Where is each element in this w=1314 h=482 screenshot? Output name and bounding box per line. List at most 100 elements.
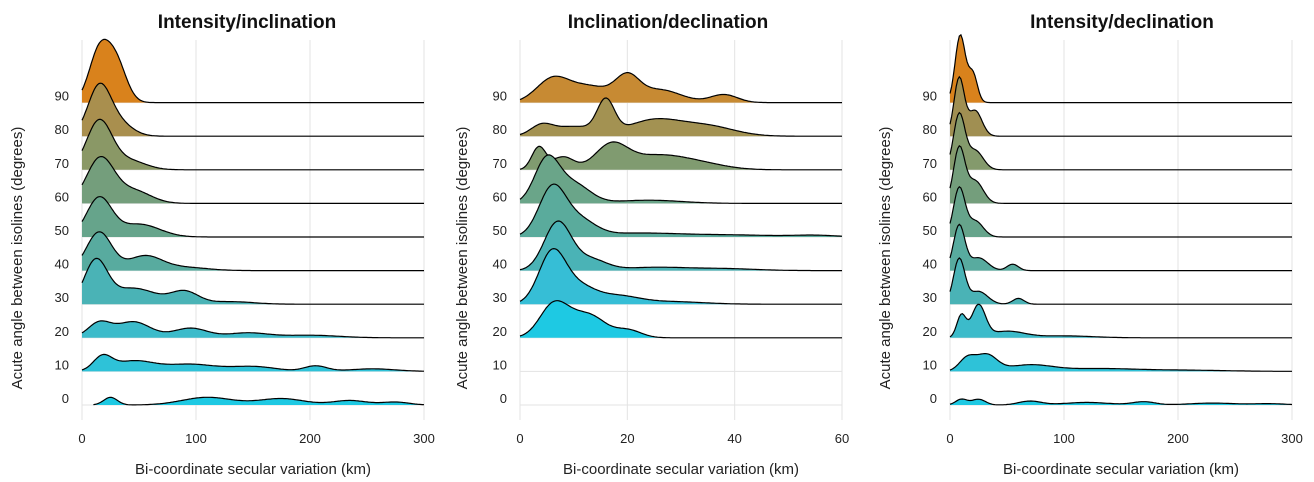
ridge-line-70 bbox=[949, 111, 1292, 171]
y-tick-label: 80 bbox=[923, 122, 937, 137]
y-tick-label: 30 bbox=[923, 290, 937, 305]
ridge-line-50 bbox=[519, 183, 843, 237]
y-tick-label: 60 bbox=[923, 189, 937, 204]
ridge-line-90 bbox=[81, 38, 424, 104]
ridge-line-60 bbox=[949, 144, 1292, 204]
x-tick-label: 0 bbox=[516, 431, 523, 446]
ridge-area-20 bbox=[520, 300, 842, 338]
ridge-line-60 bbox=[519, 154, 842, 204]
ridge-line-40 bbox=[519, 220, 842, 272]
x-tick-label: 300 bbox=[413, 431, 435, 446]
x-tick-label: 20 bbox=[620, 431, 634, 446]
y-tick-label: 20 bbox=[923, 324, 937, 339]
y-tick-label: 10 bbox=[55, 357, 69, 372]
ridge-line-20 bbox=[949, 303, 1292, 339]
ridge-line-40 bbox=[949, 223, 1292, 272]
y-axis-label: Acute angle between isolines (degrees) bbox=[454, 127, 471, 390]
ridge-line-0 bbox=[93, 396, 425, 406]
ridge-line-80 bbox=[81, 82, 424, 137]
y-tick-label: 50 bbox=[493, 223, 507, 238]
y-tick-label: 20 bbox=[493, 324, 507, 339]
ridge-line-30 bbox=[949, 257, 1292, 305]
ridge-line-20 bbox=[519, 300, 842, 339]
ridge-line-20 bbox=[81, 320, 424, 339]
ridge-line-10 bbox=[949, 353, 1292, 372]
ridge-area-50 bbox=[950, 186, 1292, 237]
x-tick-label: 200 bbox=[1167, 431, 1189, 446]
y-tick-label: 10 bbox=[493, 357, 507, 372]
ridge-area-70 bbox=[520, 141, 842, 170]
panel-title: Inclination/declination bbox=[568, 12, 769, 33]
y-axis-label: Acute angle between isolines (degrees) bbox=[877, 127, 894, 390]
y-tick-label: 30 bbox=[55, 290, 69, 305]
ridge-line-80 bbox=[949, 75, 1292, 137]
ridge-line-60 bbox=[81, 156, 424, 204]
x-tick-label: 100 bbox=[185, 431, 207, 446]
x-axis-label: Bi-coordinate secular variation (km) bbox=[135, 461, 371, 478]
y-tick-label: 60 bbox=[493, 189, 507, 204]
ridge-area-90 bbox=[950, 34, 1292, 103]
y-tick-label: 0 bbox=[930, 391, 937, 406]
x-tick-label: 200 bbox=[299, 431, 321, 446]
x-axis-label: Bi-coordinate secular variation (km) bbox=[1003, 461, 1239, 478]
ridge-line-0 bbox=[949, 398, 1293, 406]
y-tick-label: 40 bbox=[55, 257, 69, 272]
y-tick-label: 90 bbox=[493, 89, 507, 104]
y-tick-label: 0 bbox=[62, 391, 69, 406]
x-axis-label: Bi-coordinate secular variation (km) bbox=[563, 461, 799, 478]
x-tick-label: 300 bbox=[1281, 431, 1303, 446]
ridge-area-70 bbox=[950, 112, 1292, 170]
ridge-line-90 bbox=[949, 33, 1292, 104]
ridge-area-90 bbox=[520, 72, 842, 103]
panel-inclination-declination: Inclination/declination 0 10 20 30 40 50 60 70 80… bbox=[454, 12, 849, 478]
y-tick-label: 40 bbox=[493, 257, 507, 272]
ridge-area-20 bbox=[82, 320, 424, 338]
panel-title: Intensity/inclination bbox=[158, 12, 336, 33]
ridge-area-30 bbox=[82, 258, 424, 305]
y-tick-label: 70 bbox=[55, 156, 69, 171]
ridge-line-70 bbox=[519, 141, 842, 171]
y-tick-label: 50 bbox=[923, 223, 937, 238]
panel-title: Intensity/declination bbox=[1030, 12, 1214, 33]
ridge-area-90 bbox=[82, 39, 424, 103]
y-axis-label: Acute angle between isolines (degrees) bbox=[9, 127, 26, 390]
x-tick-label: 60 bbox=[835, 431, 849, 446]
y-tick-label: 20 bbox=[55, 324, 69, 339]
ridge-area-40 bbox=[82, 231, 424, 271]
ridge-area-30 bbox=[520, 248, 842, 305]
ridge-area-20 bbox=[950, 304, 1292, 338]
y-tick-label: 60 bbox=[55, 189, 69, 204]
ridge-area-80 bbox=[950, 76, 1292, 137]
y-tick-label: 10 bbox=[923, 357, 937, 372]
ridge-area-50 bbox=[82, 196, 424, 237]
ridge-line-90 bbox=[519, 72, 842, 104]
ridge-area-0 bbox=[93, 397, 425, 405]
y-tick-label: 90 bbox=[55, 89, 69, 104]
ridge-line-10 bbox=[81, 353, 424, 372]
x-tick-label: 0 bbox=[946, 431, 953, 446]
ridge-area-10 bbox=[950, 353, 1292, 372]
ridge-line-30 bbox=[519, 247, 842, 305]
ridge-area-30 bbox=[950, 258, 1292, 305]
ridge-area-40 bbox=[950, 224, 1292, 271]
ridge-area-70 bbox=[82, 119, 424, 170]
ridge-area-80 bbox=[82, 83, 424, 137]
y-tick-label: 80 bbox=[55, 122, 69, 137]
ridge-area-60 bbox=[950, 145, 1292, 204]
y-tick-label: 80 bbox=[493, 122, 507, 137]
ridge-area-10 bbox=[82, 354, 424, 372]
y-tick-label: 40 bbox=[923, 257, 937, 272]
y-tick-label: 30 bbox=[493, 290, 507, 305]
y-tick-label: 90 bbox=[923, 89, 937, 104]
ridge-area-60 bbox=[82, 156, 424, 204]
x-tick-label: 0 bbox=[78, 431, 85, 446]
x-tick-label: 100 bbox=[1053, 431, 1075, 446]
ridge-line-50 bbox=[81, 196, 424, 238]
ridge-line-70 bbox=[81, 118, 424, 171]
ridge-line-50 bbox=[949, 185, 1292, 238]
y-tick-label: 0 bbox=[500, 391, 507, 406]
y-tick-label: 50 bbox=[55, 223, 69, 238]
y-tick-label: 70 bbox=[493, 156, 507, 171]
ridge-line-80 bbox=[519, 97, 842, 137]
